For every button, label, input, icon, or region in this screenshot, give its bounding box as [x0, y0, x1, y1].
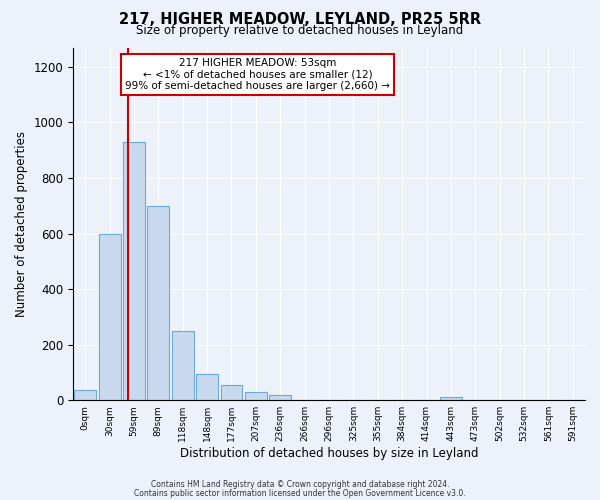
Bar	[148, 206, 169, 400]
Bar	[245, 392, 267, 400]
Bar	[98, 234, 121, 400]
Bar	[269, 395, 291, 400]
Bar	[440, 398, 462, 400]
Text: Contains HM Land Registry data © Crown copyright and database right 2024.: Contains HM Land Registry data © Crown c…	[151, 480, 449, 489]
Text: 217, HIGHER MEADOW, LEYLAND, PR25 5RR: 217, HIGHER MEADOW, LEYLAND, PR25 5RR	[119, 12, 481, 28]
Text: Size of property relative to detached houses in Leyland: Size of property relative to detached ho…	[136, 24, 464, 37]
Bar	[172, 332, 194, 400]
Bar	[74, 390, 96, 400]
X-axis label: Distribution of detached houses by size in Leyland: Distribution of detached houses by size …	[180, 447, 478, 460]
Text: 217 HIGHER MEADOW: 53sqm
← <1% of detached houses are smaller (12)
99% of semi-d: 217 HIGHER MEADOW: 53sqm ← <1% of detach…	[125, 58, 390, 92]
Bar	[196, 374, 218, 400]
Bar	[221, 385, 242, 400]
Bar	[123, 142, 145, 400]
Text: Contains public sector information licensed under the Open Government Licence v3: Contains public sector information licen…	[134, 488, 466, 498]
Y-axis label: Number of detached properties: Number of detached properties	[15, 131, 28, 317]
